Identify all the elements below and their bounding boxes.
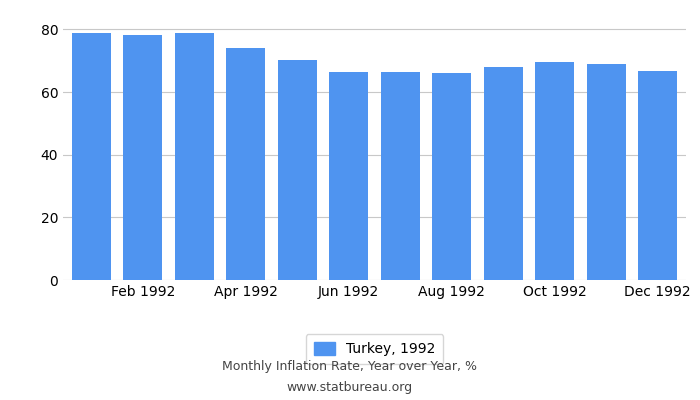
Bar xyxy=(330,72,368,280)
Bar xyxy=(484,67,522,280)
Legend: Turkey, 1992: Turkey, 1992 xyxy=(305,334,444,364)
Bar xyxy=(123,35,162,280)
Bar xyxy=(278,60,316,280)
Bar xyxy=(175,34,214,280)
Bar xyxy=(587,64,626,280)
Text: www.statbureau.org: www.statbureau.org xyxy=(287,381,413,394)
Bar xyxy=(227,48,265,280)
Bar xyxy=(638,71,677,280)
Bar xyxy=(433,73,471,280)
Bar xyxy=(381,72,419,280)
Bar xyxy=(536,62,574,280)
Text: Monthly Inflation Rate, Year over Year, %: Monthly Inflation Rate, Year over Year, … xyxy=(223,360,477,373)
Bar xyxy=(72,33,111,280)
